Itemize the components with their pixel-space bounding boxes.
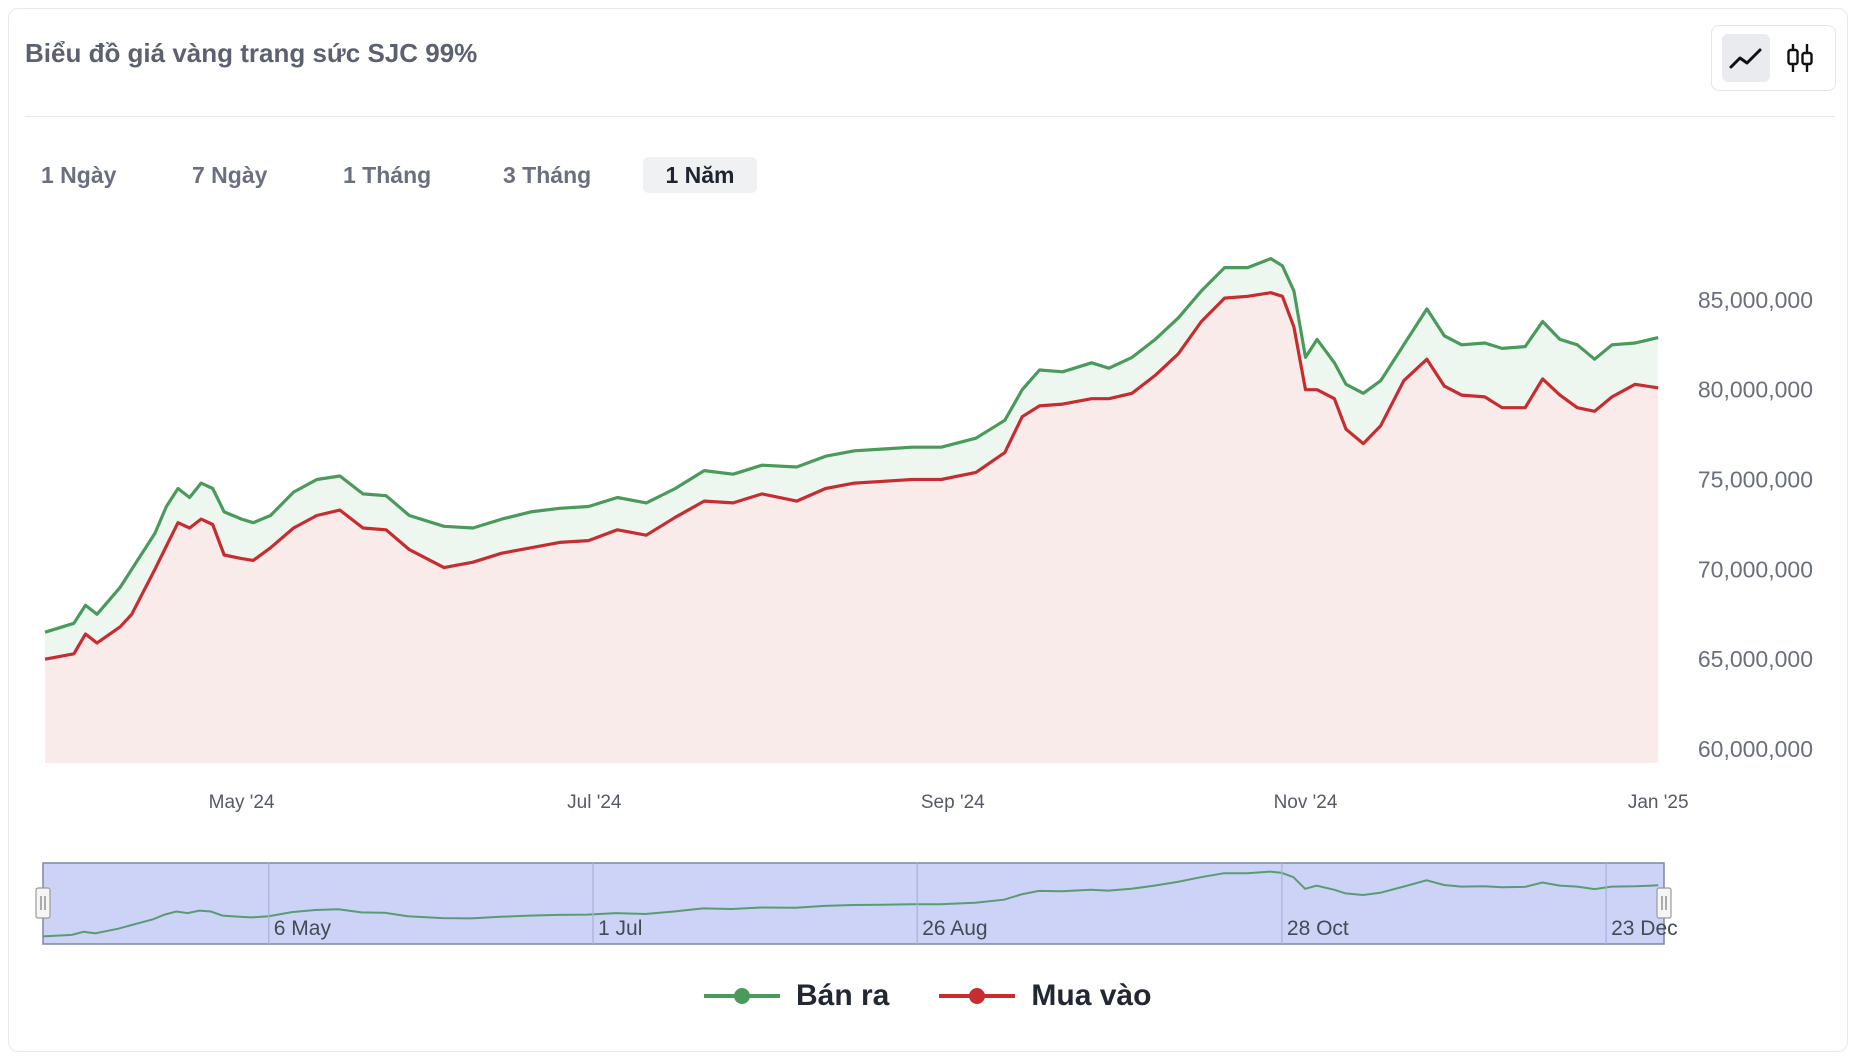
tab-1-month[interactable]: 1 Tháng — [343, 162, 432, 188]
legend-sell-marker-icon — [704, 988, 780, 1004]
header-divider — [25, 116, 1835, 117]
tab-1-day[interactable]: 1 Ngày — [41, 162, 117, 188]
legend-buy-marker-icon — [939, 988, 1016, 1004]
line-chart-button[interactable] — [1722, 34, 1770, 82]
line-chart-icon — [1729, 48, 1762, 69]
candlestick-button[interactable] — [1776, 34, 1824, 82]
candlestick-icon — [1787, 44, 1813, 72]
legend-buy-label: Mua vào — [1031, 979, 1152, 1012]
tab-7-days[interactable]: 7 Ngày — [192, 162, 268, 188]
legend-item-sell[interactable]: Bán ra — [702, 979, 889, 1013]
chart-type-toggle — [1711, 25, 1836, 91]
tab-3-months[interactable]: 3 Tháng — [503, 162, 592, 188]
legend: Bán ra Mua vào — [702, 974, 1151, 1018]
legend-sell-label: Bán ra — [796, 979, 890, 1012]
tab-1-year[interactable]: 1 Năm — [643, 157, 757, 193]
page-title: Biểu đồ giá vàng trang sức SJC 99% — [25, 38, 478, 68]
legend-item-buy[interactable]: Mua vào — [937, 979, 1151, 1013]
